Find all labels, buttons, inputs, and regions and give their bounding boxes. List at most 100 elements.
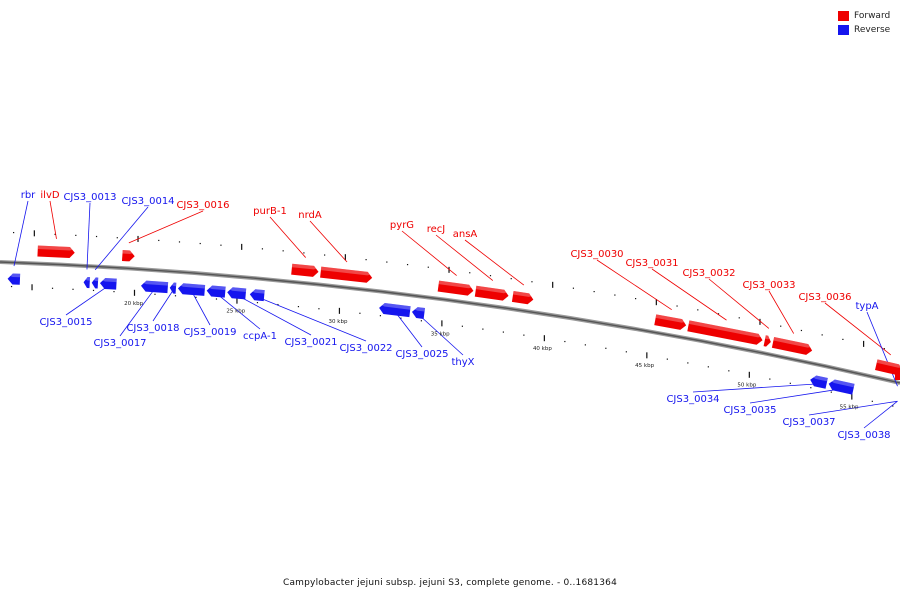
gene-label-CJS3_0015[interactable]: CJS3_0015 — [39, 317, 92, 328]
gene-CJS3_0035-arrow[interactable] — [827, 378, 855, 395]
gene-CJS3_0016[interactable] — [121, 249, 135, 262]
gene-CJS3_0025[interactable] — [378, 302, 411, 318]
gene-nrdA[interactable] — [320, 266, 373, 284]
gene-CJS3_0017-arrow[interactable] — [140, 280, 169, 294]
leader-CJS3_0034 — [692, 383, 820, 393]
leader-CJS3_0017 — [119, 288, 156, 337]
gene-CJS3_0031-arrow[interactable] — [687, 320, 763, 345]
gene-CJS3_0032[interactable] — [763, 335, 772, 347]
gene-purB-1-arrow[interactable] — [291, 263, 319, 278]
gene-CJS3_0015-arrow[interactable] — [99, 277, 117, 290]
gene-label-CJS3_0034[interactable]: CJS3_0034 — [666, 394, 719, 405]
gene-CJS3_0032-arrow[interactable] — [763, 335, 772, 347]
gene-CJS3_0016-arrow[interactable] — [121, 249, 135, 262]
gene-label-CJS3_0036[interactable]: CJS3_0036 — [798, 292, 851, 303]
gene-label-CJS3_0037[interactable]: CJS3_0037 — [782, 417, 835, 428]
gene-label-CJS3_0025[interactable]: CJS3_0025 — [395, 349, 448, 360]
gene-CJS3_0036[interactable] — [875, 359, 900, 376]
gene-CJS3_0013-arrow[interactable] — [83, 276, 91, 289]
gene-CJS3_0021-arrow[interactable] — [227, 287, 247, 300]
gene-nrdA-arrow[interactable] — [320, 266, 373, 284]
gene-label-CJS3_0019[interactable]: CJS3_0019 — [183, 327, 236, 338]
ruler-tick — [707, 366, 709, 368]
gene-CJS3_0014-arrow[interactable] — [91, 277, 99, 289]
gene-CJS3_0018[interactable] — [169, 282, 177, 294]
gene-CJS3_0033-arrow[interactable] — [771, 336, 813, 356]
gene-CJS3_0018-arrow[interactable] — [169, 282, 177, 294]
gene-CJS3_0022[interactable] — [249, 289, 265, 302]
gene-CJS3_0015-highlight — [100, 277, 117, 283]
leader-rbr — [13, 200, 29, 267]
gene-pyrG[interactable] — [437, 280, 474, 297]
ruler-tick — [33, 230, 35, 237]
gene-rbr-arrow[interactable] — [7, 273, 21, 285]
gene-label-CJS3_0030[interactable]: CJS3_0030 — [570, 249, 623, 260]
gene-CJS3_0014[interactable] — [91, 277, 99, 289]
gene-label-CJS3_0038[interactable]: CJS3_0038 — [837, 430, 890, 441]
gene-label-CJS3_0021[interactable]: CJS3_0021 — [284, 337, 337, 348]
gene-ccpA-1-arrow[interactable] — [206, 285, 226, 298]
gene-CJS3_0030-highlight — [655, 314, 687, 323]
gene-CJS3_0033[interactable] — [771, 336, 813, 356]
gene-label-CJS3_0017[interactable]: CJS3_0017 — [93, 338, 146, 349]
gene-CJS3_0019[interactable] — [177, 283, 206, 296]
ruler-tick — [687, 362, 689, 364]
gene-CJS3_0015[interactable] — [99, 277, 117, 290]
gene-thyX-arrow[interactable] — [411, 306, 426, 319]
gene-label-ccpA-1[interactable]: ccpA-1 — [243, 331, 277, 342]
gene-CJS3_0034-arrow[interactable] — [809, 374, 828, 389]
gene-label-CJS3_0032[interactable]: CJS3_0032 — [682, 268, 735, 279]
gene-ccpA-1[interactable] — [206, 285, 226, 298]
gene-CJS3_0034[interactable] — [809, 374, 828, 389]
ruler-tick — [359, 312, 361, 314]
legend-forward: Forward — [838, 9, 890, 23]
gene-recJ[interactable] — [474, 285, 510, 302]
ruler-tick — [72, 288, 74, 290]
gene-label-recJ[interactable]: recJ — [427, 224, 446, 235]
gene-CJS3_0031[interactable] — [687, 320, 764, 345]
ruler-tick — [400, 317, 402, 319]
gene-label-CJS3_0022[interactable]: CJS3_0022 — [339, 343, 392, 354]
gene-label-typA[interactable]: typA — [855, 301, 878, 312]
gene-CJS3_0013[interactable] — [83, 276, 91, 289]
gene-thyX[interactable] — [411, 306, 426, 319]
gene-rbr-highlight — [7, 273, 21, 278]
gene-label-thyX[interactable]: thyX — [451, 357, 474, 368]
gene-purB-1[interactable] — [291, 263, 319, 278]
gene-ansA[interactable] — [511, 291, 534, 305]
gene-label-CJS3_0018[interactable]: CJS3_0018 — [126, 323, 179, 334]
gene-CJS3_0030[interactable] — [654, 314, 687, 330]
leader-nrdA — [309, 220, 348, 263]
gene-label-ansA[interactable]: ansA — [453, 229, 478, 240]
gene-recJ-arrow[interactable] — [474, 285, 510, 302]
gene-label-ilvD[interactable]: ilvD — [40, 190, 59, 201]
gene-rbr[interactable] — [7, 273, 21, 285]
gene-label-CJS3_0035[interactable]: CJS3_0035 — [723, 405, 776, 416]
gene-label-CJS3_0014[interactable]: CJS3_0014 — [121, 196, 174, 207]
gene-CJS3_0036-arrow[interactable] — [875, 359, 900, 376]
gene-label-rbr[interactable]: rbr — [21, 190, 36, 201]
gene-label-CJS3_0031[interactable]: CJS3_0031 — [625, 258, 678, 269]
gene-CJS3_0022-arrow[interactable] — [249, 289, 265, 302]
gene-CJS3_0017[interactable] — [140, 280, 169, 294]
gene-label-CJS3_0033[interactable]: CJS3_0033 — [742, 280, 795, 291]
gene-CJS3_0030-arrow[interactable] — [654, 314, 687, 330]
ruler-tick — [666, 358, 668, 360]
gene-label-CJS3_0013[interactable]: CJS3_0013 — [63, 192, 116, 203]
gene-ilvD[interactable] — [37, 245, 75, 259]
gene-CJS3_0019-arrow[interactable] — [177, 283, 206, 296]
gene-CJS3_0025-arrow[interactable] — [378, 302, 411, 318]
gene-labels: rbr ilvD CJS3_0013 CJS3_0014CJS3_0015CJS3_0… — [21, 190, 891, 441]
gene-ilvD-arrow[interactable] — [37, 245, 75, 259]
gene-label-pyrG[interactable]: pyrG — [390, 220, 414, 231]
gene-ansA-arrow[interactable] — [511, 291, 534, 305]
gene-CJS3_0021[interactable] — [227, 287, 247, 300]
gene-CJS3_0035[interactable] — [827, 378, 855, 395]
gene-pyrG-arrow[interactable] — [437, 280, 474, 297]
kbp-label: 30 kbp — [329, 319, 348, 325]
leader-CJS3_0025 — [394, 311, 423, 348]
gene-label-CJS3_0016[interactable]: CJS3_0016 — [176, 200, 229, 211]
gene-CJS3_0013-highlight — [83, 276, 91, 281]
gene-label-nrdA[interactable]: nrdA — [298, 210, 322, 221]
gene-label-purB-1[interactable]: purB-1 — [253, 206, 287, 217]
